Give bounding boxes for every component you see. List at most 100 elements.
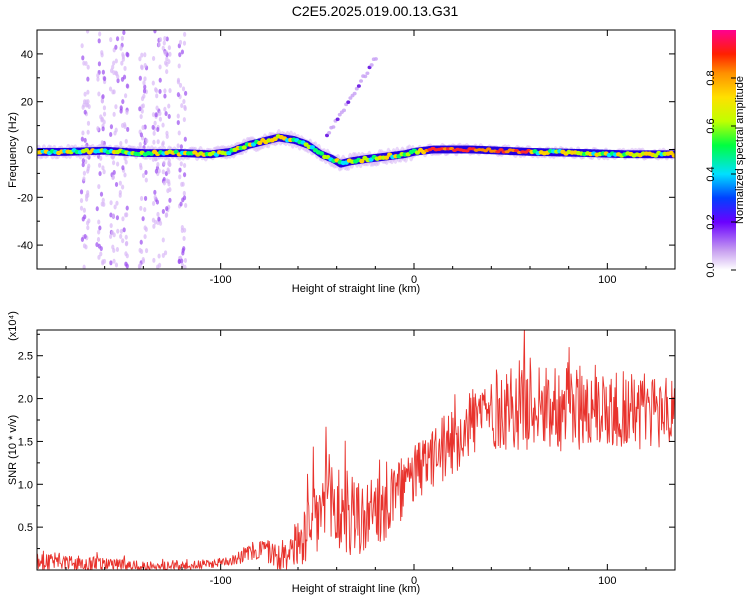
- spectral-scatter-mark: [121, 99, 125, 105]
- spectral-scatter-mark: [176, 143, 180, 149]
- spectral-tail-mark: [348, 96, 353, 100]
- colorbar-tick-label: 0.6: [705, 118, 717, 133]
- snr-scale-label: (x10⁴): [7, 311, 19, 341]
- spectral-scatter-mark: [108, 86, 113, 92]
- spectral-scatter-mark: [101, 197, 105, 203]
- spectral-scatter-mark: [86, 129, 90, 135]
- spectral-scatter-mark: [98, 225, 102, 231]
- spectral-core-mark: [464, 149, 470, 153]
- spectral-scatter-mark: [84, 159, 88, 165]
- spectral-scatter-mark: [176, 92, 181, 98]
- spectral-scatter-mark: [163, 250, 168, 256]
- spectral-scatter-mark: [119, 233, 123, 239]
- spectral-scatter-mark: [164, 171, 168, 177]
- spectral-scatter-mark: [168, 197, 172, 203]
- spectral-scatter-mark: [158, 220, 163, 226]
- spectral-scatter-mark: [83, 214, 87, 220]
- snr-panel: -100 0 100 0.5 1.0 1.5 2.0 2.5 Height of straig…: [7, 311, 676, 595]
- spectral-scatter-mark: [124, 138, 128, 144]
- spectral-scatter-mark: [111, 160, 116, 166]
- spectral-scatter-mark: [95, 242, 99, 248]
- spectral-scatter-mark: [140, 108, 144, 114]
- spectral-scatter-mark: [143, 225, 147, 231]
- spectral-scatter-mark: [155, 93, 159, 99]
- spectral-scatter-mark: [178, 39, 183, 45]
- spectral-scatter-mark: [157, 168, 161, 174]
- spectral-core-mark: [241, 145, 247, 150]
- spectral-scatter-mark: [167, 114, 171, 120]
- spectral-scatter-mark: [112, 258, 116, 264]
- spectral-scatter-mark: [108, 234, 113, 240]
- spectral-scatter-mark: [123, 65, 127, 71]
- spectral-scatter-mark: [165, 178, 169, 184]
- spectral-scatter-mark: [119, 45, 123, 51]
- spectral-scatter-mark: [143, 195, 148, 201]
- spectral-tail-mark: [373, 57, 378, 61]
- spectral-scatter-mark: [120, 35, 124, 41]
- spectral-scatter-mark: [125, 83, 129, 89]
- spectral-scatter-mark: [139, 205, 143, 211]
- spectral-scatter-mark: [123, 122, 127, 128]
- spectral-tail-mark: [367, 65, 372, 70]
- spectral-scatter-mark: [177, 63, 181, 69]
- spectral-scatter-mark: [178, 82, 183, 88]
- spectral-scatter-mark: [121, 184, 125, 190]
- spectral-scatter-mark: [85, 30, 90, 34]
- spectral-scatter-mark: [157, 253, 161, 259]
- spectral-scatter-mark: [165, 206, 169, 212]
- spectral-scatter-mark: [97, 91, 101, 97]
- spectral-scatter-mark: [82, 207, 86, 213]
- spectral-scatter-mark: [102, 76, 107, 82]
- spectral-scatter-mark: [79, 189, 84, 195]
- colorbar-tick-label: 0.2: [705, 214, 717, 229]
- spectral-scatter-mark: [181, 250, 185, 256]
- spectral-scatter-mark: [121, 216, 125, 222]
- spectral-scatter-mark: [80, 236, 85, 242]
- spectral-scatter-mark: [83, 109, 87, 115]
- spectral-scatter-mark: [180, 103, 184, 109]
- spectral-scatter-mark: [182, 236, 186, 242]
- spectral-scatter-mark: [122, 74, 127, 80]
- spectral-scatter-mark: [184, 90, 188, 96]
- spectral-scatter-mark: [141, 216, 145, 222]
- spectral-scatter-mark: [165, 61, 169, 67]
- spectral-scatter-mark: [81, 130, 85, 136]
- spectral-scatter-mark: [180, 49, 184, 55]
- spectral-scatter-mark: [118, 192, 122, 198]
- spectral-scatter-mark: [111, 213, 115, 219]
- spectral-scatter-mark: [144, 177, 148, 183]
- spectral-scatter-mark: [109, 200, 113, 206]
- spectral-scatter-mark: [163, 36, 167, 42]
- spectral-core-mark: [486, 147, 492, 151]
- colorbar-tick-label: 0.0: [705, 262, 717, 277]
- spectral-scatter-mark: [158, 116, 163, 122]
- spectral-scatter-mark: [182, 195, 187, 201]
- spectral-scatter-mark: [163, 106, 167, 112]
- spectral-scatter-mark: [183, 257, 188, 263]
- spectral-scatter-mark: [145, 138, 149, 144]
- spectral-scatter-mark: [144, 170, 148, 176]
- spectral-scatter-mark: [121, 52, 125, 58]
- spectral-scatter-mark: [79, 205, 84, 211]
- spectral-scatter-mark: [143, 63, 147, 69]
- spectral-scatter-mark: [114, 44, 118, 50]
- spectral-scatter-mark: [182, 190, 186, 196]
- spectral-tail-mark: [331, 125, 336, 129]
- spectral-tail-mark: [337, 112, 342, 117]
- spectral-scatter-mark: [165, 130, 169, 136]
- spectral-scatter-mark: [153, 194, 157, 200]
- spectrogram-x-tick-label: 0: [411, 274, 417, 286]
- spectral-scatter-mark: [80, 136, 84, 142]
- spectral-scatter-mark: [82, 176, 86, 182]
- spectral-scatter-mark: [154, 87, 158, 93]
- spectral-scatter-mark: [139, 239, 143, 245]
- spectral-scatter-mark: [125, 51, 129, 57]
- spectral-scatter-mark: [96, 237, 101, 243]
- spectral-scatter-mark: [158, 77, 162, 83]
- spectral-scatter-mark: [97, 38, 101, 44]
- spectral-scatter-mark: [139, 132, 144, 138]
- spectral-scatter-mark: [180, 181, 184, 187]
- spectral-scatter-mark: [124, 159, 128, 165]
- spectral-scatter-mark: [98, 162, 102, 168]
